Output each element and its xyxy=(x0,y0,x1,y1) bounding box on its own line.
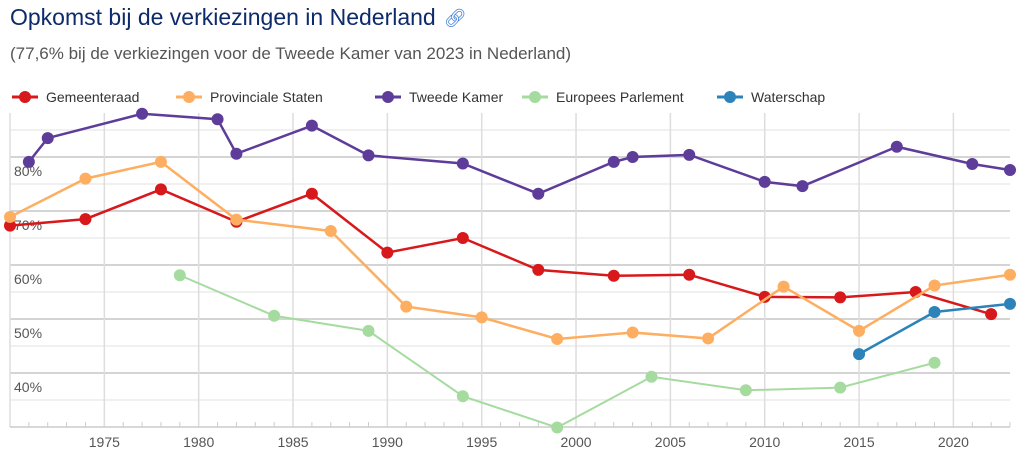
data-point[interactable] xyxy=(230,147,243,160)
legend-label: Europees Parlement xyxy=(556,89,684,105)
data-point[interactable] xyxy=(928,279,941,292)
data-point[interactable] xyxy=(136,107,149,120)
y-tick-label: 50% xyxy=(14,325,42,341)
x-tick-label: 1975 xyxy=(89,434,120,450)
data-point[interactable] xyxy=(230,213,243,226)
data-point[interactable] xyxy=(739,384,752,397)
x-tick-label: 1980 xyxy=(183,434,214,450)
data-point[interactable] xyxy=(305,187,318,200)
data-point[interactable] xyxy=(683,268,696,281)
legend-label: Gemeenteraad xyxy=(46,89,139,105)
data-point[interactable] xyxy=(626,151,639,163)
data-point[interactable] xyxy=(154,155,167,168)
legend-label: Tweede Kamer xyxy=(409,89,503,105)
data-point[interactable] xyxy=(532,187,545,200)
series-line xyxy=(9,160,1011,341)
data-point[interactable] xyxy=(853,348,866,361)
x-tick-label: 2020 xyxy=(938,434,969,450)
legend-item[interactable]: Waterschap xyxy=(717,89,825,105)
legend-marker xyxy=(183,91,195,103)
data-point[interactable] xyxy=(985,308,998,321)
data-point[interactable] xyxy=(79,213,92,226)
legend: Gemeenteraad Provinciale Staten Tweede Kam… xyxy=(12,89,825,105)
data-point[interactable] xyxy=(22,155,35,168)
data-point[interactable] xyxy=(890,140,903,153)
link-icon[interactable]: 🔗︎ xyxy=(443,8,467,29)
legend-label: Provinciale Staten xyxy=(210,89,323,105)
data-point[interactable] xyxy=(1004,163,1016,176)
data-point[interactable] xyxy=(1004,297,1016,310)
data-point[interactable] xyxy=(607,155,620,168)
data-point[interactable] xyxy=(381,246,394,259)
y-tick-label: 40% xyxy=(14,379,42,395)
legend-item[interactable]: Tweede Kamer xyxy=(375,89,503,105)
data-point[interactable] xyxy=(702,332,715,345)
data-point[interactable] xyxy=(211,113,224,126)
data-point[interactable] xyxy=(928,356,941,369)
data-point[interactable] xyxy=(683,148,696,161)
x-tick-label: 2000 xyxy=(560,434,591,450)
data-point[interactable] xyxy=(834,381,847,394)
data-point[interactable] xyxy=(456,390,469,403)
x-tick-label: 1995 xyxy=(466,434,497,450)
data-point[interactable] xyxy=(400,300,413,313)
x-tick-label: 1990 xyxy=(372,434,403,450)
series-waterschap xyxy=(853,297,1016,361)
legend-label: Waterschap xyxy=(751,89,825,105)
data-point[interactable] xyxy=(1004,268,1016,281)
series-line xyxy=(9,188,992,316)
series-provinciale-staten xyxy=(4,155,1016,345)
y-tick-label: 60% xyxy=(14,271,42,287)
data-point[interactable] xyxy=(4,219,16,232)
data-point[interactable] xyxy=(777,280,790,293)
data-point[interactable] xyxy=(928,305,941,318)
data-point[interactable] xyxy=(551,332,564,345)
legend-marker xyxy=(724,91,736,103)
series-gemeenteraad xyxy=(4,183,998,321)
chart-title-text: Opkomst bij de verkiezingen in Nederland xyxy=(10,4,436,30)
data-point[interactable] xyxy=(475,311,488,324)
data-point[interactable] xyxy=(456,157,469,170)
data-point[interactable] xyxy=(41,132,54,145)
data-point[interactable] xyxy=(305,119,318,132)
data-point[interactable] xyxy=(268,309,281,322)
series-europees-parlement xyxy=(173,269,941,434)
data-point[interactable] xyxy=(532,263,545,276)
legend-item[interactable]: Provinciale Staten xyxy=(176,89,323,105)
data-point[interactable] xyxy=(4,210,16,223)
data-point[interactable] xyxy=(853,324,866,337)
x-tick-label: 1985 xyxy=(277,434,308,450)
data-point[interactable] xyxy=(362,149,375,162)
legend-item[interactable]: Gemeenteraad xyxy=(12,89,139,105)
x-tick-label: 2015 xyxy=(843,434,874,450)
data-point[interactable] xyxy=(758,175,771,188)
data-point[interactable] xyxy=(456,232,469,244)
data-point[interactable] xyxy=(324,224,337,237)
data-point[interactable] xyxy=(362,324,375,337)
chart-subtitle: (77,6% bij de verkiezingen voor de Tweed… xyxy=(10,44,572,63)
data-point[interactable] xyxy=(607,269,620,282)
legend-marker xyxy=(19,91,31,103)
legend-marker xyxy=(382,91,394,103)
data-point[interactable] xyxy=(645,370,658,383)
legend-item[interactable]: Europees Parlement xyxy=(522,89,684,105)
data-point[interactable] xyxy=(551,421,564,434)
data-point[interactable] xyxy=(626,326,639,339)
chart-title: Opkomst bij de verkiezingen in Nederland… xyxy=(10,4,467,31)
series-line xyxy=(27,112,1011,196)
series-tweede-kamer xyxy=(22,107,1016,200)
x-tick-label: 2005 xyxy=(655,434,686,450)
data-point[interactable] xyxy=(834,291,847,304)
data-point[interactable] xyxy=(154,183,167,196)
data-point[interactable] xyxy=(796,180,809,193)
data-point[interactable] xyxy=(173,269,186,282)
data-point[interactable] xyxy=(758,290,771,303)
legend-marker xyxy=(529,91,541,103)
y-tick-label: 80% xyxy=(14,163,42,179)
data-point[interactable] xyxy=(966,158,979,171)
x-tick-label: 2010 xyxy=(749,434,780,450)
data-point[interactable] xyxy=(79,172,92,185)
